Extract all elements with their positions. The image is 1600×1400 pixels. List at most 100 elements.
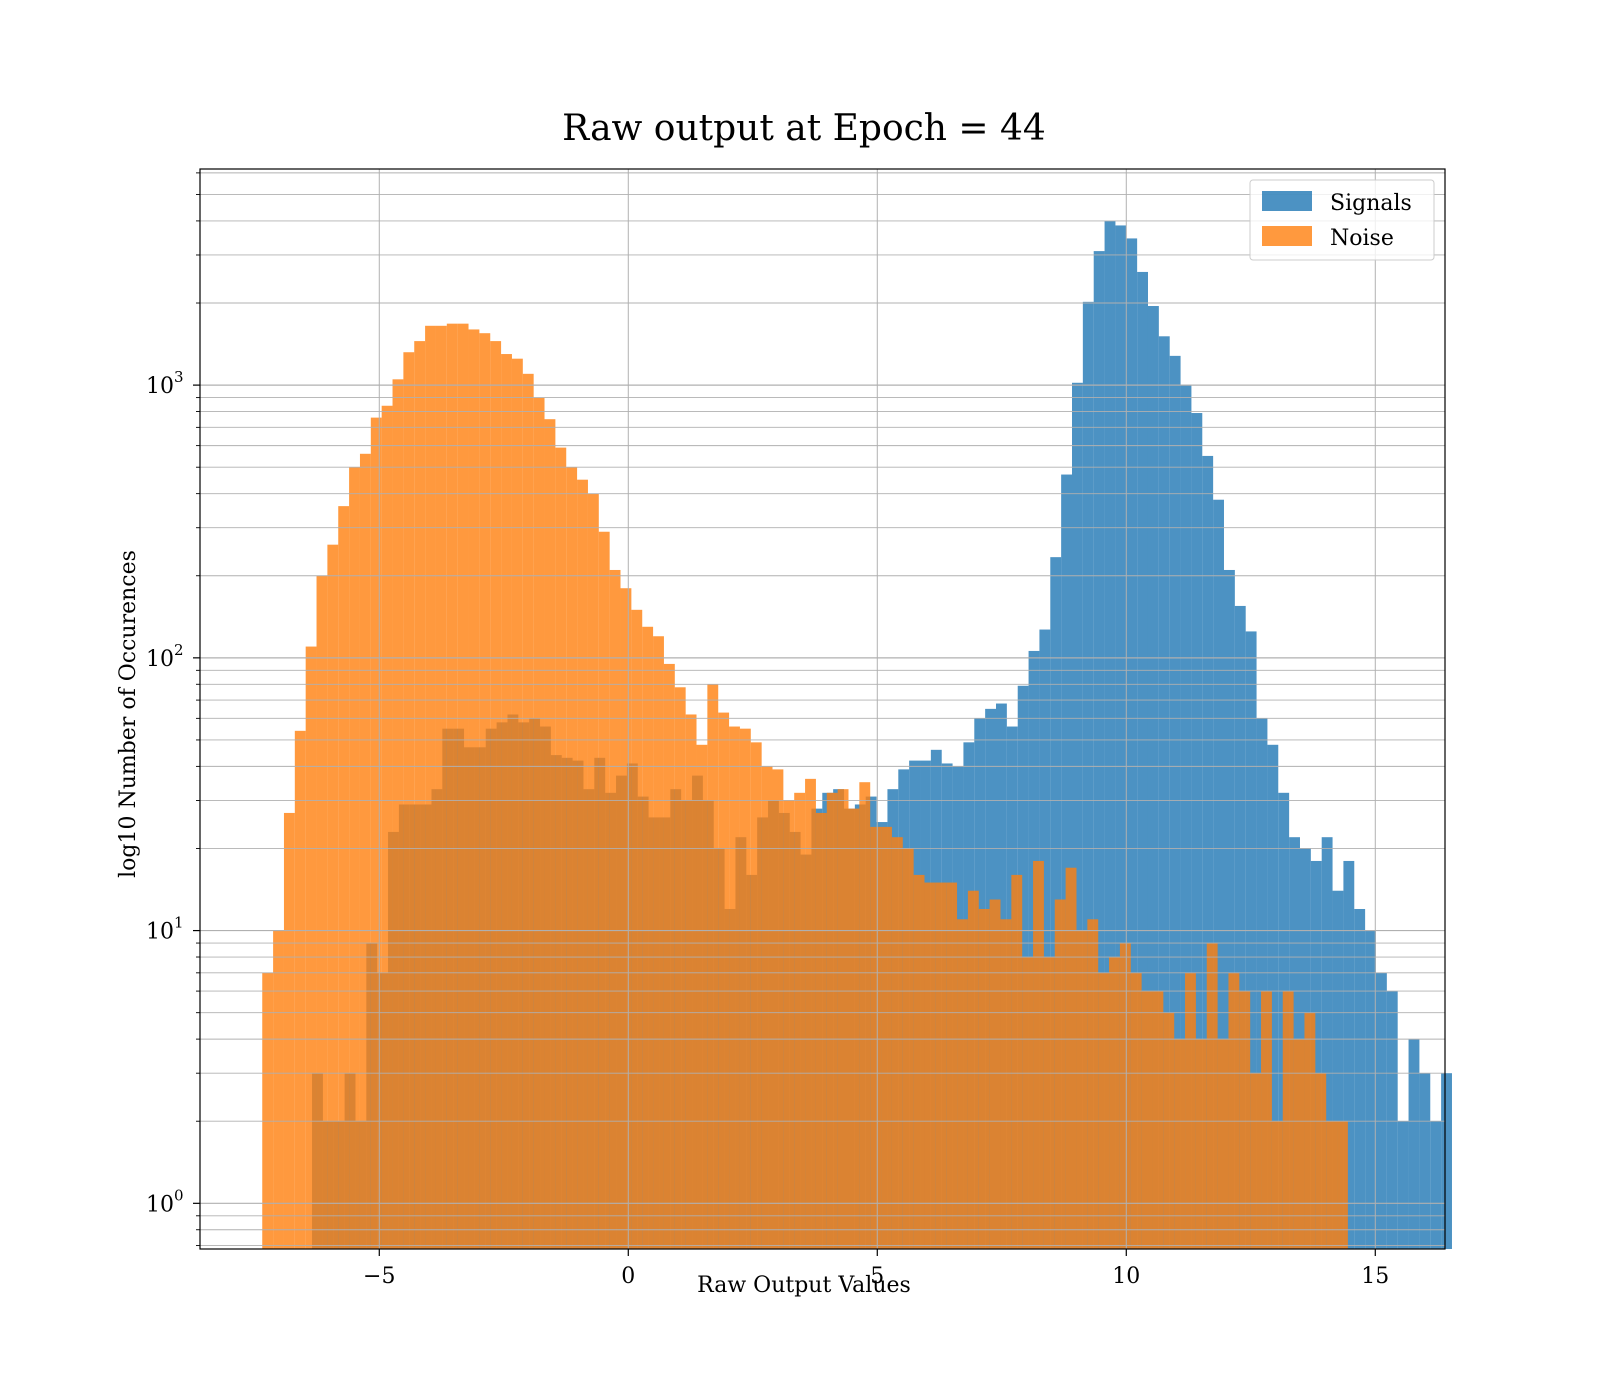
bar-signals [1169,355,1181,1249]
bar-noise [750,742,762,1249]
bar-noise [870,826,882,1249]
bar-noise [1217,1039,1229,1249]
bar-noise [609,569,621,1249]
bar-noise [501,354,512,1249]
bar-noise [1141,991,1153,1249]
bar-noise [696,744,708,1249]
bar-noise [1087,919,1099,1249]
bar-noise [294,730,306,1249]
bar-noise [1163,1012,1175,1249]
x-tick-label: 0 [621,1264,635,1289]
bar-noise [620,588,632,1249]
bar-noise [587,493,599,1249]
bar-noise [663,663,675,1249]
bar-noise [1098,972,1110,1249]
bar-signals [1039,629,1051,1249]
bar-noise [815,812,827,1249]
bar-noise [359,453,371,1249]
bar-noise [881,826,892,1249]
bar-noise [566,467,578,1250]
bar-noise [989,899,1001,1249]
axes-frame [199,168,1446,1250]
bar-noise [642,626,654,1249]
bar-signals [1093,251,1105,1250]
bar-noise [338,506,350,1249]
bar-noise [1033,860,1044,1249]
legend-label-noise: Noise [1330,226,1394,251]
bar-noise [1185,972,1196,1249]
bar-noise [414,341,426,1250]
bar-noise [674,687,686,1249]
x-tick-label: 15 [1361,1264,1389,1289]
x-tick-label: −5 [363,1264,395,1289]
legend-label-signals: Signals [1330,191,1412,216]
bar-signals [1061,474,1072,1249]
bar-noise [392,379,404,1250]
bar-noise [761,766,773,1249]
bar-noise [935,882,947,1249]
bar-noise [1174,1039,1186,1249]
bar-noise [381,405,393,1249]
bar-noise [718,712,730,1249]
bar-noise [1293,1039,1305,1249]
bar-noise [1076,930,1088,1249]
legend: Signals Noise [1249,179,1435,261]
bar-noise [783,800,795,1249]
bar-noise [1152,991,1164,1249]
chart-title: Raw output at Epoch = 44 [562,108,1046,149]
y-axis-label: log10 Number of Occurences [116,550,141,878]
y-tick-exponent: 0 [174,1186,184,1204]
bar-signals [1137,271,1148,1249]
y-tick-exponent: 3 [174,368,184,386]
bar-noise [924,882,936,1249]
bar-signals [1180,385,1192,1249]
legend-swatch-noise [1262,226,1312,246]
bar-noise [685,714,697,1249]
series-noise [262,323,1348,1250]
bar-signals [1397,1121,1409,1249]
bar-noise [891,837,903,1249]
bar-noise [859,782,871,1249]
y-tick-label: 10 [146,647,174,672]
bar-noise [457,323,469,1249]
bar-noise [1228,972,1240,1249]
bar-noise [1239,991,1251,1249]
y-tick-exponent: 2 [174,641,184,659]
bar-noise [1054,899,1066,1249]
bar-signals [1223,569,1235,1249]
bar-noise [435,325,447,1249]
grid [200,169,1445,1249]
y-tick-label: 10 [146,1192,174,1217]
bar-noise [826,792,838,1249]
bar-noise [273,930,284,1249]
bar-noise [1000,919,1012,1249]
bar-signals [1310,860,1322,1249]
bar-signals [1158,336,1170,1249]
bar-signals [1256,718,1268,1249]
bar-noise [978,908,990,1249]
bar-signals [1213,499,1224,1250]
bar-noise [1022,957,1034,1249]
bar-noise [1337,1121,1348,1249]
bar-noise [468,329,480,1249]
bar-noise [577,479,588,1249]
bar-noise [349,467,360,1250]
bar-signals [1386,991,1398,1249]
bar-signals [1245,631,1257,1249]
bar-noise [327,544,339,1249]
bar-noise [1326,1121,1338,1249]
bar-noise [598,531,610,1249]
y-tick-exponent: 1 [174,914,184,932]
bar-signals [1104,220,1116,1249]
bar-noise [805,778,816,1249]
bar-noise [262,972,274,1249]
bar-noise [837,789,849,1249]
bar-noise [370,417,382,1249]
bar-signals [1126,238,1138,1249]
bar-signals [1430,1121,1442,1249]
bar-noise [1282,991,1294,1249]
bar-noise [1315,1073,1327,1249]
bar-noise [957,919,968,1249]
